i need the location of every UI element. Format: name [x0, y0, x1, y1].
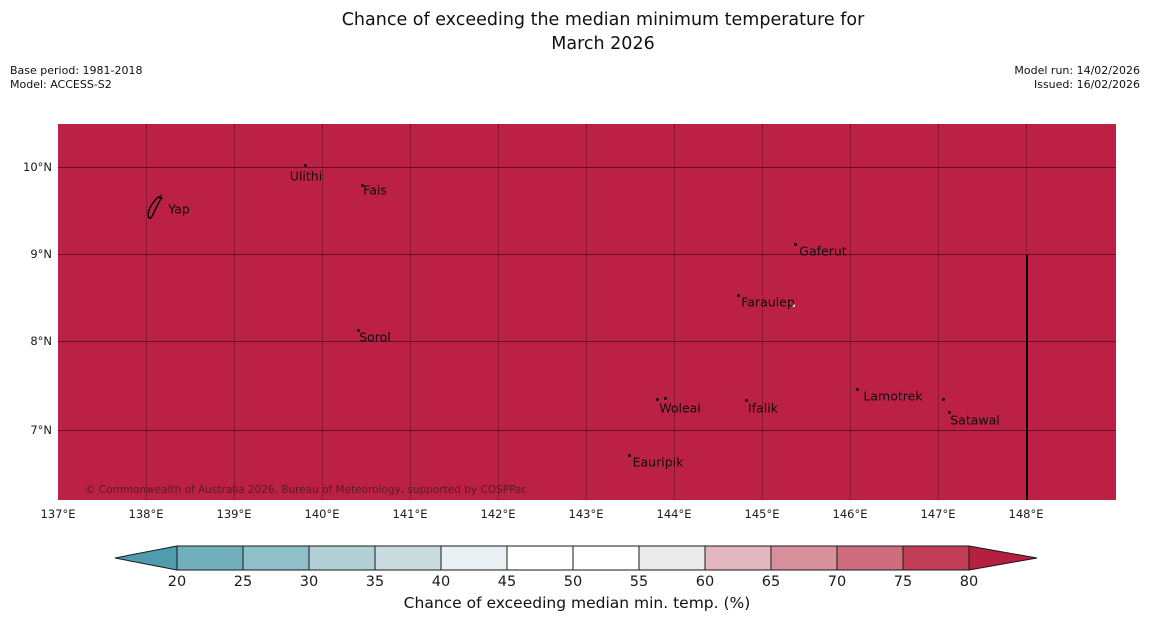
colorbar-segment: [638, 545, 706, 571]
colorbar-tick-label: 75: [893, 574, 913, 590]
x-tick-label: 137°E: [40, 507, 76, 521]
island-label: Fais: [363, 182, 387, 198]
gridline-lat-10n: [58, 167, 1116, 168]
y-tick-label: 8°N: [30, 334, 52, 348]
gridline-lon-139e: [234, 124, 235, 500]
island-dot: [304, 164, 307, 167]
colorbar-tick-label: 60: [695, 574, 715, 590]
island-dot: [664, 397, 667, 400]
island-label: Lamotrek: [863, 388, 923, 404]
gridline-lon-140e: [322, 124, 323, 500]
colorbar-segment: [506, 545, 574, 571]
island-dot: [737, 294, 740, 297]
meta-right: Model run: 14/02/2026 Issued: 16/02/2026: [1014, 64, 1140, 91]
model-run-text: Model run: 14/02/2026: [1014, 64, 1140, 77]
gridline-lat-7n: [58, 430, 1116, 431]
gridline-lat-8n: [58, 341, 1116, 342]
island-dot: [745, 399, 748, 402]
copyright-text: © Commonwealth of Australia 2026, Bureau…: [85, 484, 528, 496]
x-tick-label: 140°E: [304, 507, 340, 521]
gridline-lon-143e: [586, 124, 587, 500]
colorbar-tick-label: 80: [959, 574, 979, 590]
island-dot: [856, 388, 859, 391]
gridline-lon-144e: [674, 124, 675, 500]
island-label: Gaferut: [799, 243, 847, 259]
figure-title: Chance of exceeding the median minimum t…: [56, 8, 1150, 56]
title-line-2: March 2026: [551, 34, 655, 54]
island-label: Ifalik: [748, 400, 778, 416]
colorbar-tick-label: 25: [233, 574, 253, 590]
x-tick-label: 139°E: [216, 507, 252, 521]
y-tick-label: 9°N: [30, 247, 52, 261]
x-tick-label: 145°E: [744, 507, 780, 521]
yap-island-shape: [147, 194, 164, 219]
title-line-1: Chance of exceeding the median minimum t…: [341, 10, 865, 30]
gridline-lon-145e: [762, 124, 763, 500]
colorbar: [114, 545, 1038, 571]
x-tick-label: 138°E: [128, 507, 164, 521]
colorbar-segment: [902, 545, 970, 571]
colorbar-tick-label: 35: [365, 574, 385, 590]
x-tick-label: 141°E: [392, 507, 428, 521]
island-label: Woleai: [659, 400, 701, 416]
colorbar-tick-label: 45: [497, 574, 517, 590]
island-dot: [361, 184, 364, 187]
colorbar-label-text: Chance of exceeding median min. temp. (%…: [403, 594, 751, 612]
colorbar-tick-label: 40: [431, 574, 451, 590]
gridline-lon-146e: [850, 124, 851, 500]
island-dot: [948, 411, 951, 414]
colorbar-segment: [242, 545, 310, 571]
colorbar-over-arrow: [968, 545, 1038, 571]
y-tick-label: 10°N: [23, 160, 52, 174]
island-dot: [628, 454, 631, 457]
gridline-lon-142e: [498, 124, 499, 500]
colorbar-segment: [836, 545, 904, 571]
colorbar-label: Chance of exceeding median min. temp. (%…: [0, 594, 1150, 612]
gridline-lon-141e: [410, 124, 411, 500]
colorbar-tick-label: 30: [299, 574, 319, 590]
x-tick-label: 143°E: [568, 507, 604, 521]
issued-text: Issued: 16/02/2026: [1033, 77, 1140, 91]
colorbar-segment: [770, 545, 838, 571]
colorbar-segment: [176, 545, 244, 571]
colorbar-segment: [572, 545, 640, 571]
colorbar-tick-label: 50: [563, 574, 583, 590]
colorbar-tick-label: 70: [827, 574, 847, 590]
island-label: Ulithi: [289, 168, 323, 184]
colorbar-segment: [440, 545, 508, 571]
colorbar-tick-label: 55: [629, 574, 649, 590]
gridline-lon-138e: [146, 124, 147, 500]
island-dot: [794, 243, 797, 246]
island-dot: [942, 398, 945, 401]
colorbar-under-arrow: [114, 545, 178, 571]
island-dot: [656, 398, 659, 401]
gridline-lon-147e: [938, 124, 939, 500]
colorbar-segment: [704, 545, 772, 571]
y-tick-label: 7°N: [30, 423, 52, 437]
colorbar-tick-label: 65: [761, 574, 781, 590]
island-label: Eauripik: [632, 454, 684, 470]
colorbar-segment: [374, 545, 442, 571]
data-boundary-line: [1026, 255, 1028, 500]
map-panel: Yap Ulithi Fais Sorol Gaferut Faraulep W…: [58, 124, 1116, 500]
base-period-text: Base period: 1981-2018: [10, 64, 143, 77]
gridline-lat-9n: [58, 254, 1116, 255]
x-tick-label: 142°E: [480, 507, 516, 521]
island-label: Faraulep: [741, 294, 795, 310]
x-tick-label: 148°E: [1008, 507, 1044, 521]
colorbar-tick-label: 20: [167, 574, 187, 590]
island-label: Satawal: [950, 412, 1000, 428]
island-dot: [357, 329, 360, 332]
island-dot: [792, 304, 795, 307]
x-tick-label: 146°E: [832, 507, 868, 521]
meta-left: Base period: 1981-2018 Model: ACCESS-S2: [10, 64, 142, 91]
colorbar-segment: [308, 545, 376, 571]
island-label: Yap: [168, 201, 190, 217]
x-tick-label: 144°E: [656, 507, 692, 521]
island-label: Sorol: [359, 329, 391, 345]
x-tick-label: 147°E: [920, 507, 956, 521]
model-text: Model: ACCESS-S2: [10, 77, 112, 91]
